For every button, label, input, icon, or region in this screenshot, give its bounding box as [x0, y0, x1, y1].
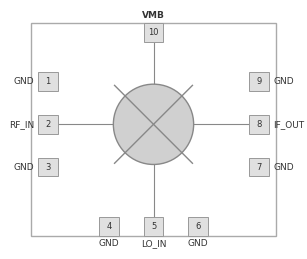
Bar [144, 23, 163, 42]
Text: IF_OUT: IF_OUT [273, 120, 304, 129]
Bar [38, 72, 58, 91]
Bar [249, 72, 270, 91]
Text: 6: 6 [195, 222, 201, 231]
Ellipse shape [113, 84, 194, 164]
Text: LO_IN: LO_IN [141, 239, 166, 248]
Text: 4: 4 [106, 222, 112, 231]
Bar [38, 115, 58, 134]
Text: 3: 3 [45, 163, 50, 171]
Text: GND: GND [188, 239, 208, 248]
Bar [188, 217, 208, 236]
Bar [99, 217, 119, 236]
Bar [249, 115, 270, 134]
Text: GND: GND [13, 163, 34, 171]
Bar [38, 158, 58, 176]
Text: 2: 2 [45, 120, 50, 129]
Text: RF_IN: RF_IN [9, 120, 34, 129]
Text: GND: GND [13, 77, 34, 86]
Text: GND: GND [273, 163, 294, 171]
Text: GND: GND [99, 239, 119, 248]
Text: 1: 1 [45, 77, 50, 86]
Text: VMB: VMB [142, 11, 165, 20]
Bar [31, 23, 276, 236]
Text: 10: 10 [148, 28, 159, 37]
Bar [144, 217, 163, 236]
Text: 8: 8 [257, 120, 262, 129]
Text: 5: 5 [151, 222, 156, 231]
Text: 9: 9 [257, 77, 262, 86]
Text: GND: GND [273, 77, 294, 86]
Text: 7: 7 [257, 163, 262, 171]
Bar [249, 158, 270, 176]
